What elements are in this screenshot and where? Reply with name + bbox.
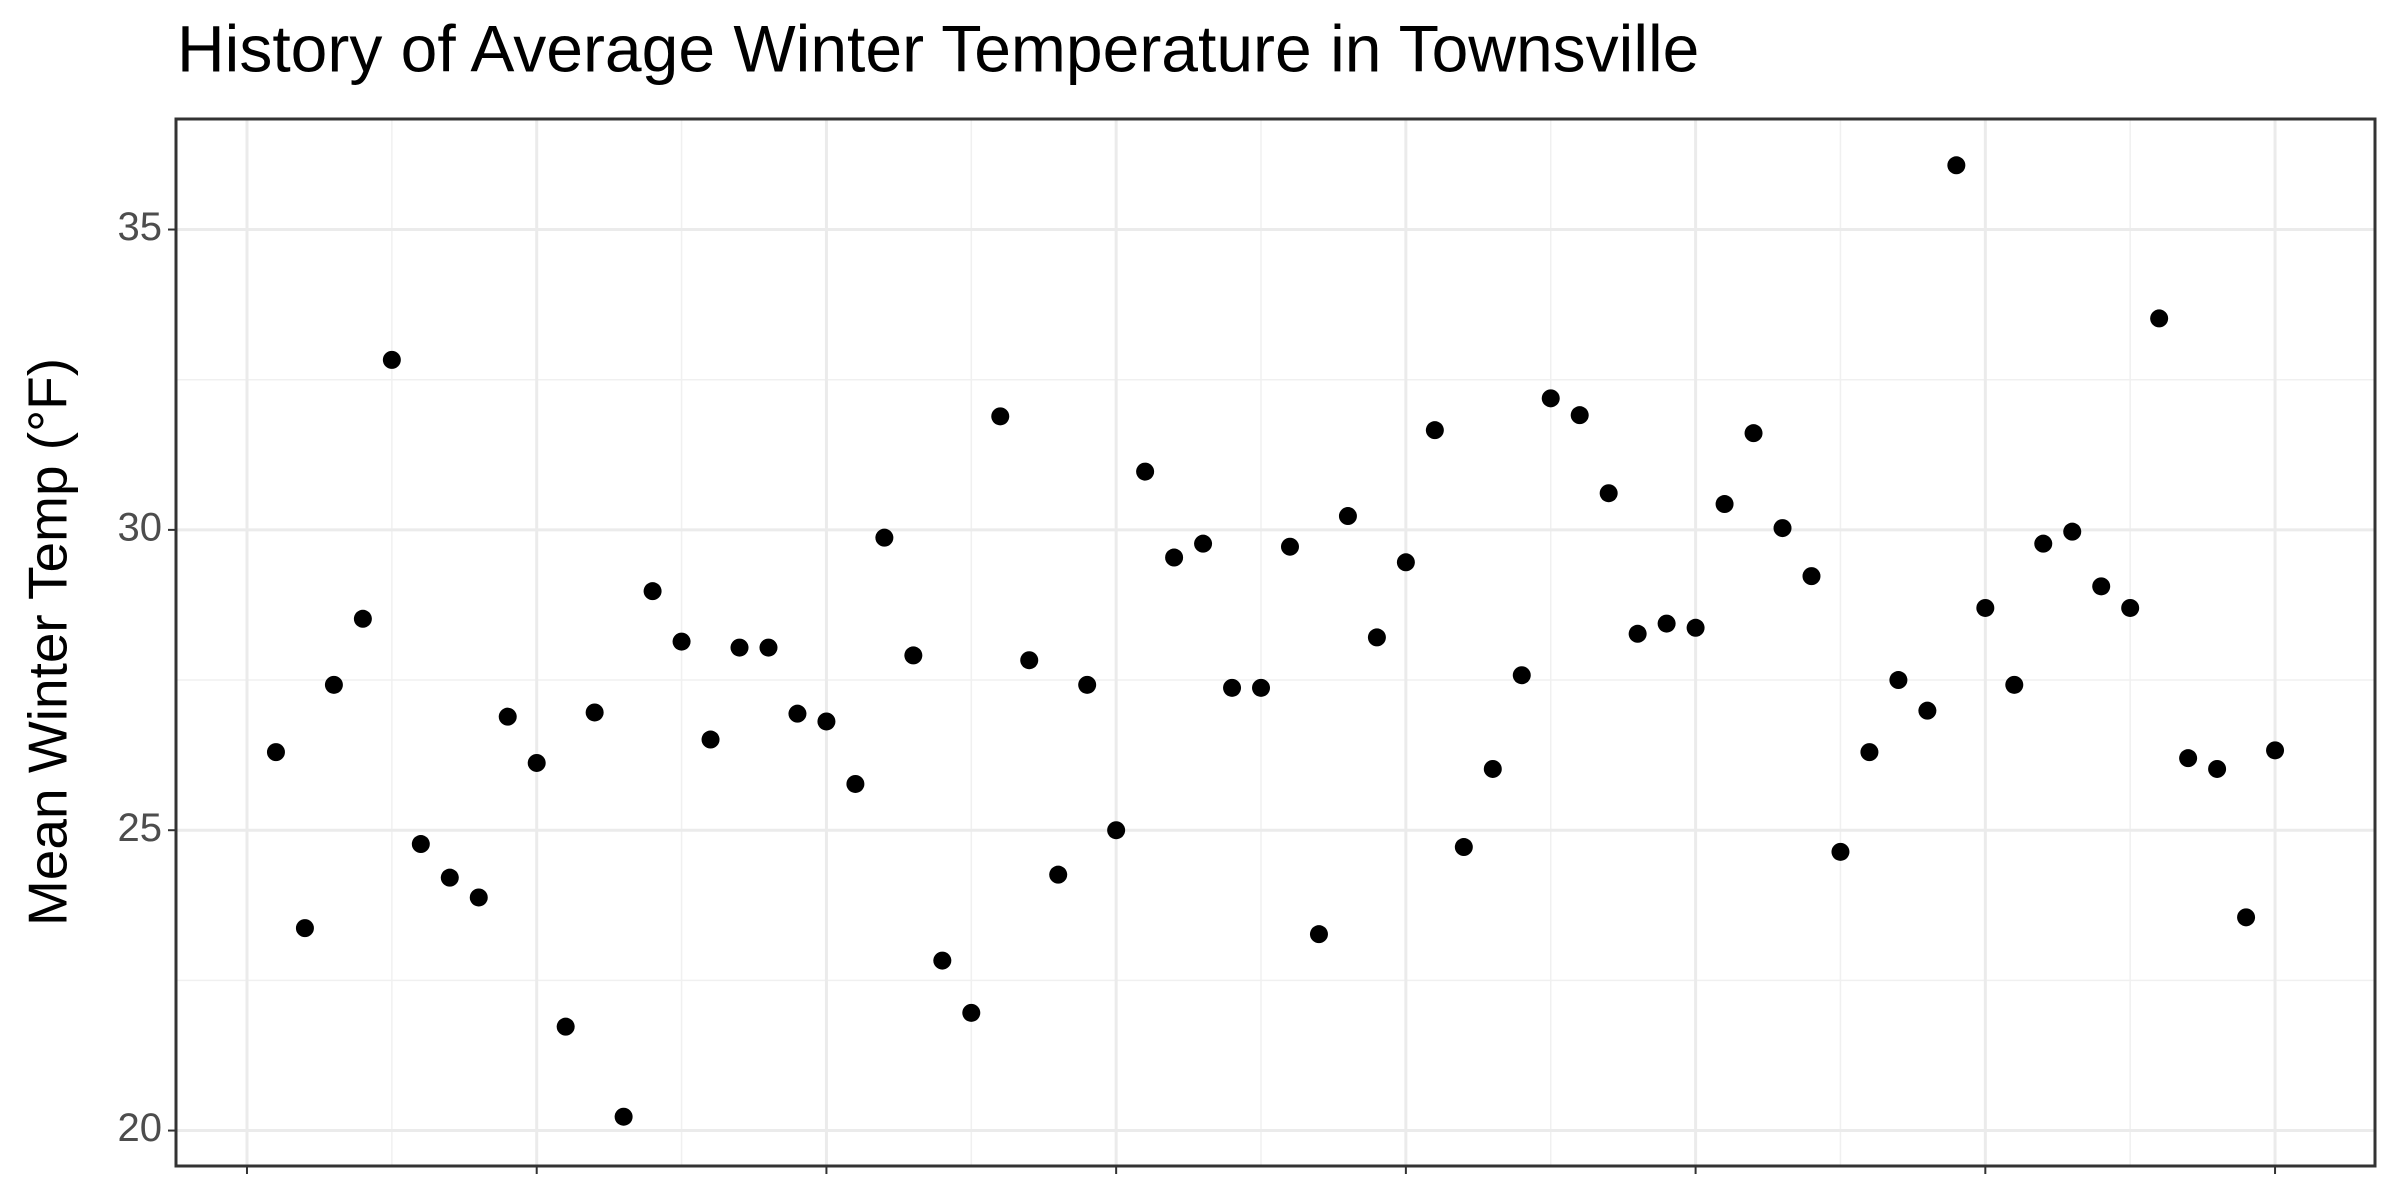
- point: [2150, 309, 2169, 328]
- point: [1570, 406, 1589, 425]
- point: [1686, 618, 1705, 637]
- point: [1628, 624, 1647, 643]
- point: [295, 919, 314, 938]
- point: [2266, 741, 2285, 760]
- point: [1367, 628, 1386, 647]
- point: [1889, 671, 1908, 690]
- point: [2208, 759, 2227, 778]
- point: [382, 350, 401, 369]
- point: [933, 951, 952, 970]
- point: [1280, 537, 1299, 556]
- chart-title: History of Average Winter Temperature in…: [177, 11, 1699, 85]
- point: [498, 707, 517, 726]
- y-tick-label: 25: [118, 806, 163, 850]
- point: [469, 888, 488, 907]
- point: [1831, 842, 1850, 861]
- point: [730, 638, 749, 657]
- point: [1976, 598, 1995, 617]
- point: [759, 638, 778, 657]
- point: [1802, 567, 1821, 586]
- point: [527, 753, 546, 772]
- point: [788, 704, 807, 723]
- y-tick-label: 20: [118, 1106, 163, 1150]
- point: [353, 609, 372, 628]
- point: [2005, 675, 2024, 694]
- point: [1715, 495, 1734, 514]
- y-axis-label: Mean Winter Temp (°F): [17, 358, 79, 926]
- point: [266, 743, 285, 762]
- point: [701, 730, 720, 749]
- point: [1309, 925, 1328, 944]
- point: [672, 632, 691, 651]
- point: [1165, 548, 1184, 567]
- point: [1078, 675, 1097, 694]
- point: [2179, 749, 2198, 768]
- point: [1425, 421, 1444, 440]
- point: [643, 582, 662, 601]
- point: [1483, 759, 1502, 778]
- point: [1194, 534, 1213, 553]
- point: [1773, 519, 1792, 538]
- point: [1223, 678, 1242, 697]
- point: [614, 1107, 633, 1126]
- point: [1107, 821, 1126, 840]
- point: [556, 1017, 575, 1036]
- point: [1918, 701, 1937, 720]
- point: [1020, 651, 1039, 670]
- point: [817, 712, 836, 731]
- point: [2237, 908, 2256, 927]
- point: [1541, 389, 1560, 408]
- point: [904, 646, 923, 665]
- point: [2092, 577, 2111, 596]
- point: [962, 1003, 981, 1022]
- point: [440, 868, 459, 887]
- point: [1136, 462, 1155, 481]
- plot-border: [174, 117, 2377, 1168]
- point: [1512, 666, 1531, 685]
- y-tick-label: 30: [118, 505, 163, 549]
- point: [1049, 865, 1068, 884]
- y-tick-label: 35: [118, 205, 163, 249]
- point: [1947, 156, 1966, 175]
- point: [875, 528, 894, 547]
- point: [1454, 838, 1473, 857]
- point: [1252, 678, 1271, 697]
- point: [1396, 553, 1415, 572]
- point: [1338, 507, 1357, 526]
- point: [2121, 598, 2140, 617]
- point: [411, 835, 430, 854]
- point: [1860, 743, 1879, 762]
- point: [2063, 522, 2082, 541]
- point: [846, 774, 865, 793]
- point: [585, 703, 604, 722]
- point: [2034, 534, 2053, 553]
- point: [1599, 484, 1618, 503]
- point: [1744, 424, 1763, 443]
- point: [1657, 614, 1676, 633]
- point: [324, 675, 343, 694]
- point: [991, 407, 1010, 426]
